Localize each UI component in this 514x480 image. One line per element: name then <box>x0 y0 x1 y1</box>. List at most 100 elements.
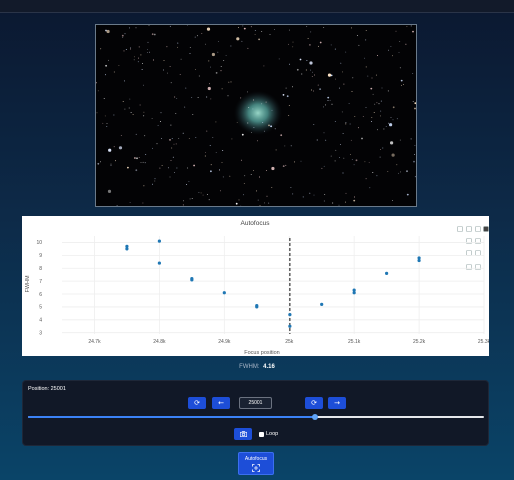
star <box>330 44 332 46</box>
star <box>377 129 378 131</box>
star <box>240 205 242 206</box>
star <box>410 25 412 27</box>
star <box>230 45 232 47</box>
position-slider[interactable] <box>28 414 484 420</box>
star <box>218 169 220 171</box>
star <box>104 115 106 117</box>
star <box>227 95 229 97</box>
star <box>215 72 218 74</box>
star <box>198 192 200 194</box>
star <box>179 74 181 76</box>
star <box>253 127 255 129</box>
star <box>289 63 291 65</box>
slider-thumb[interactable] <box>312 414 319 420</box>
star <box>229 175 231 177</box>
star <box>391 55 393 57</box>
star <box>365 29 367 31</box>
data-points <box>125 239 421 328</box>
star <box>357 127 359 129</box>
star <box>406 25 408 27</box>
reset-axes-icon[interactable] <box>466 250 472 256</box>
data-point <box>222 291 226 295</box>
pan-icon[interactable] <box>475 226 481 232</box>
data-point <box>157 239 161 243</box>
star <box>105 29 107 32</box>
star <box>172 156 174 158</box>
star <box>292 46 294 48</box>
fwhm-readout: FWHM: 4.16 <box>0 364 514 370</box>
star <box>288 115 290 116</box>
star <box>169 65 171 67</box>
data-point <box>385 271 389 275</box>
position-input[interactable] <box>239 397 272 409</box>
star <box>156 143 158 145</box>
star <box>170 159 172 161</box>
y-tick-label: 9 <box>39 253 42 259</box>
sync-button[interactable]: ⟳ <box>305 397 323 409</box>
star <box>310 31 312 33</box>
star <box>280 134 283 137</box>
data-point <box>190 276 194 281</box>
refresh-button[interactable]: ⟳ <box>188 397 206 409</box>
star <box>390 141 394 145</box>
star <box>398 52 400 54</box>
step-back-button[interactable]: ← <box>212 397 230 409</box>
zoom-out-icon[interactable] <box>475 238 481 244</box>
step-forward-button[interactable]: → <box>328 397 346 409</box>
star <box>252 99 254 101</box>
star <box>138 46 140 48</box>
star <box>143 111 145 113</box>
star <box>412 72 414 74</box>
star <box>197 96 199 98</box>
star <box>174 96 176 98</box>
star <box>193 164 195 167</box>
autoscale-icon[interactable] <box>483 226 489 232</box>
autofocus-label: Autofocus <box>244 455 268 462</box>
star <box>169 139 171 141</box>
autofocus-button[interactable]: Autofocus <box>238 452 274 475</box>
star <box>142 161 144 163</box>
star <box>143 115 145 117</box>
star <box>290 145 292 147</box>
star <box>368 161 370 163</box>
star <box>282 165 285 168</box>
star <box>108 59 110 61</box>
star <box>192 113 194 115</box>
select-icon[interactable] <box>475 250 481 256</box>
star <box>261 103 263 105</box>
y-tick-label: 3 <box>39 331 42 337</box>
star <box>258 38 260 41</box>
lasso-icon[interactable] <box>466 264 472 270</box>
star <box>319 41 322 44</box>
star <box>174 171 175 173</box>
star <box>134 157 136 159</box>
loop-checkbox[interactable] <box>259 432 264 437</box>
star <box>102 206 103 207</box>
data-point <box>125 247 129 251</box>
zoom-in-icon[interactable] <box>466 238 472 244</box>
star <box>345 123 347 125</box>
star <box>141 69 143 70</box>
star <box>278 58 280 60</box>
star <box>177 42 179 44</box>
star <box>167 72 168 74</box>
star <box>142 84 144 86</box>
data-point <box>320 302 324 306</box>
star <box>241 133 244 136</box>
home-icon[interactable] <box>475 264 481 270</box>
star <box>294 161 296 163</box>
star <box>412 30 414 33</box>
star <box>175 112 177 114</box>
capture-button[interactable] <box>234 428 252 440</box>
zoom-icon[interactable] <box>466 226 472 232</box>
star <box>242 25 244 27</box>
star <box>228 81 230 83</box>
data-point <box>288 324 292 328</box>
star <box>230 81 232 83</box>
star <box>178 137 180 139</box>
star <box>345 192 347 194</box>
data-point <box>352 291 356 295</box>
star <box>166 46 168 48</box>
camera-icon[interactable] <box>457 226 463 232</box>
star <box>201 32 203 34</box>
